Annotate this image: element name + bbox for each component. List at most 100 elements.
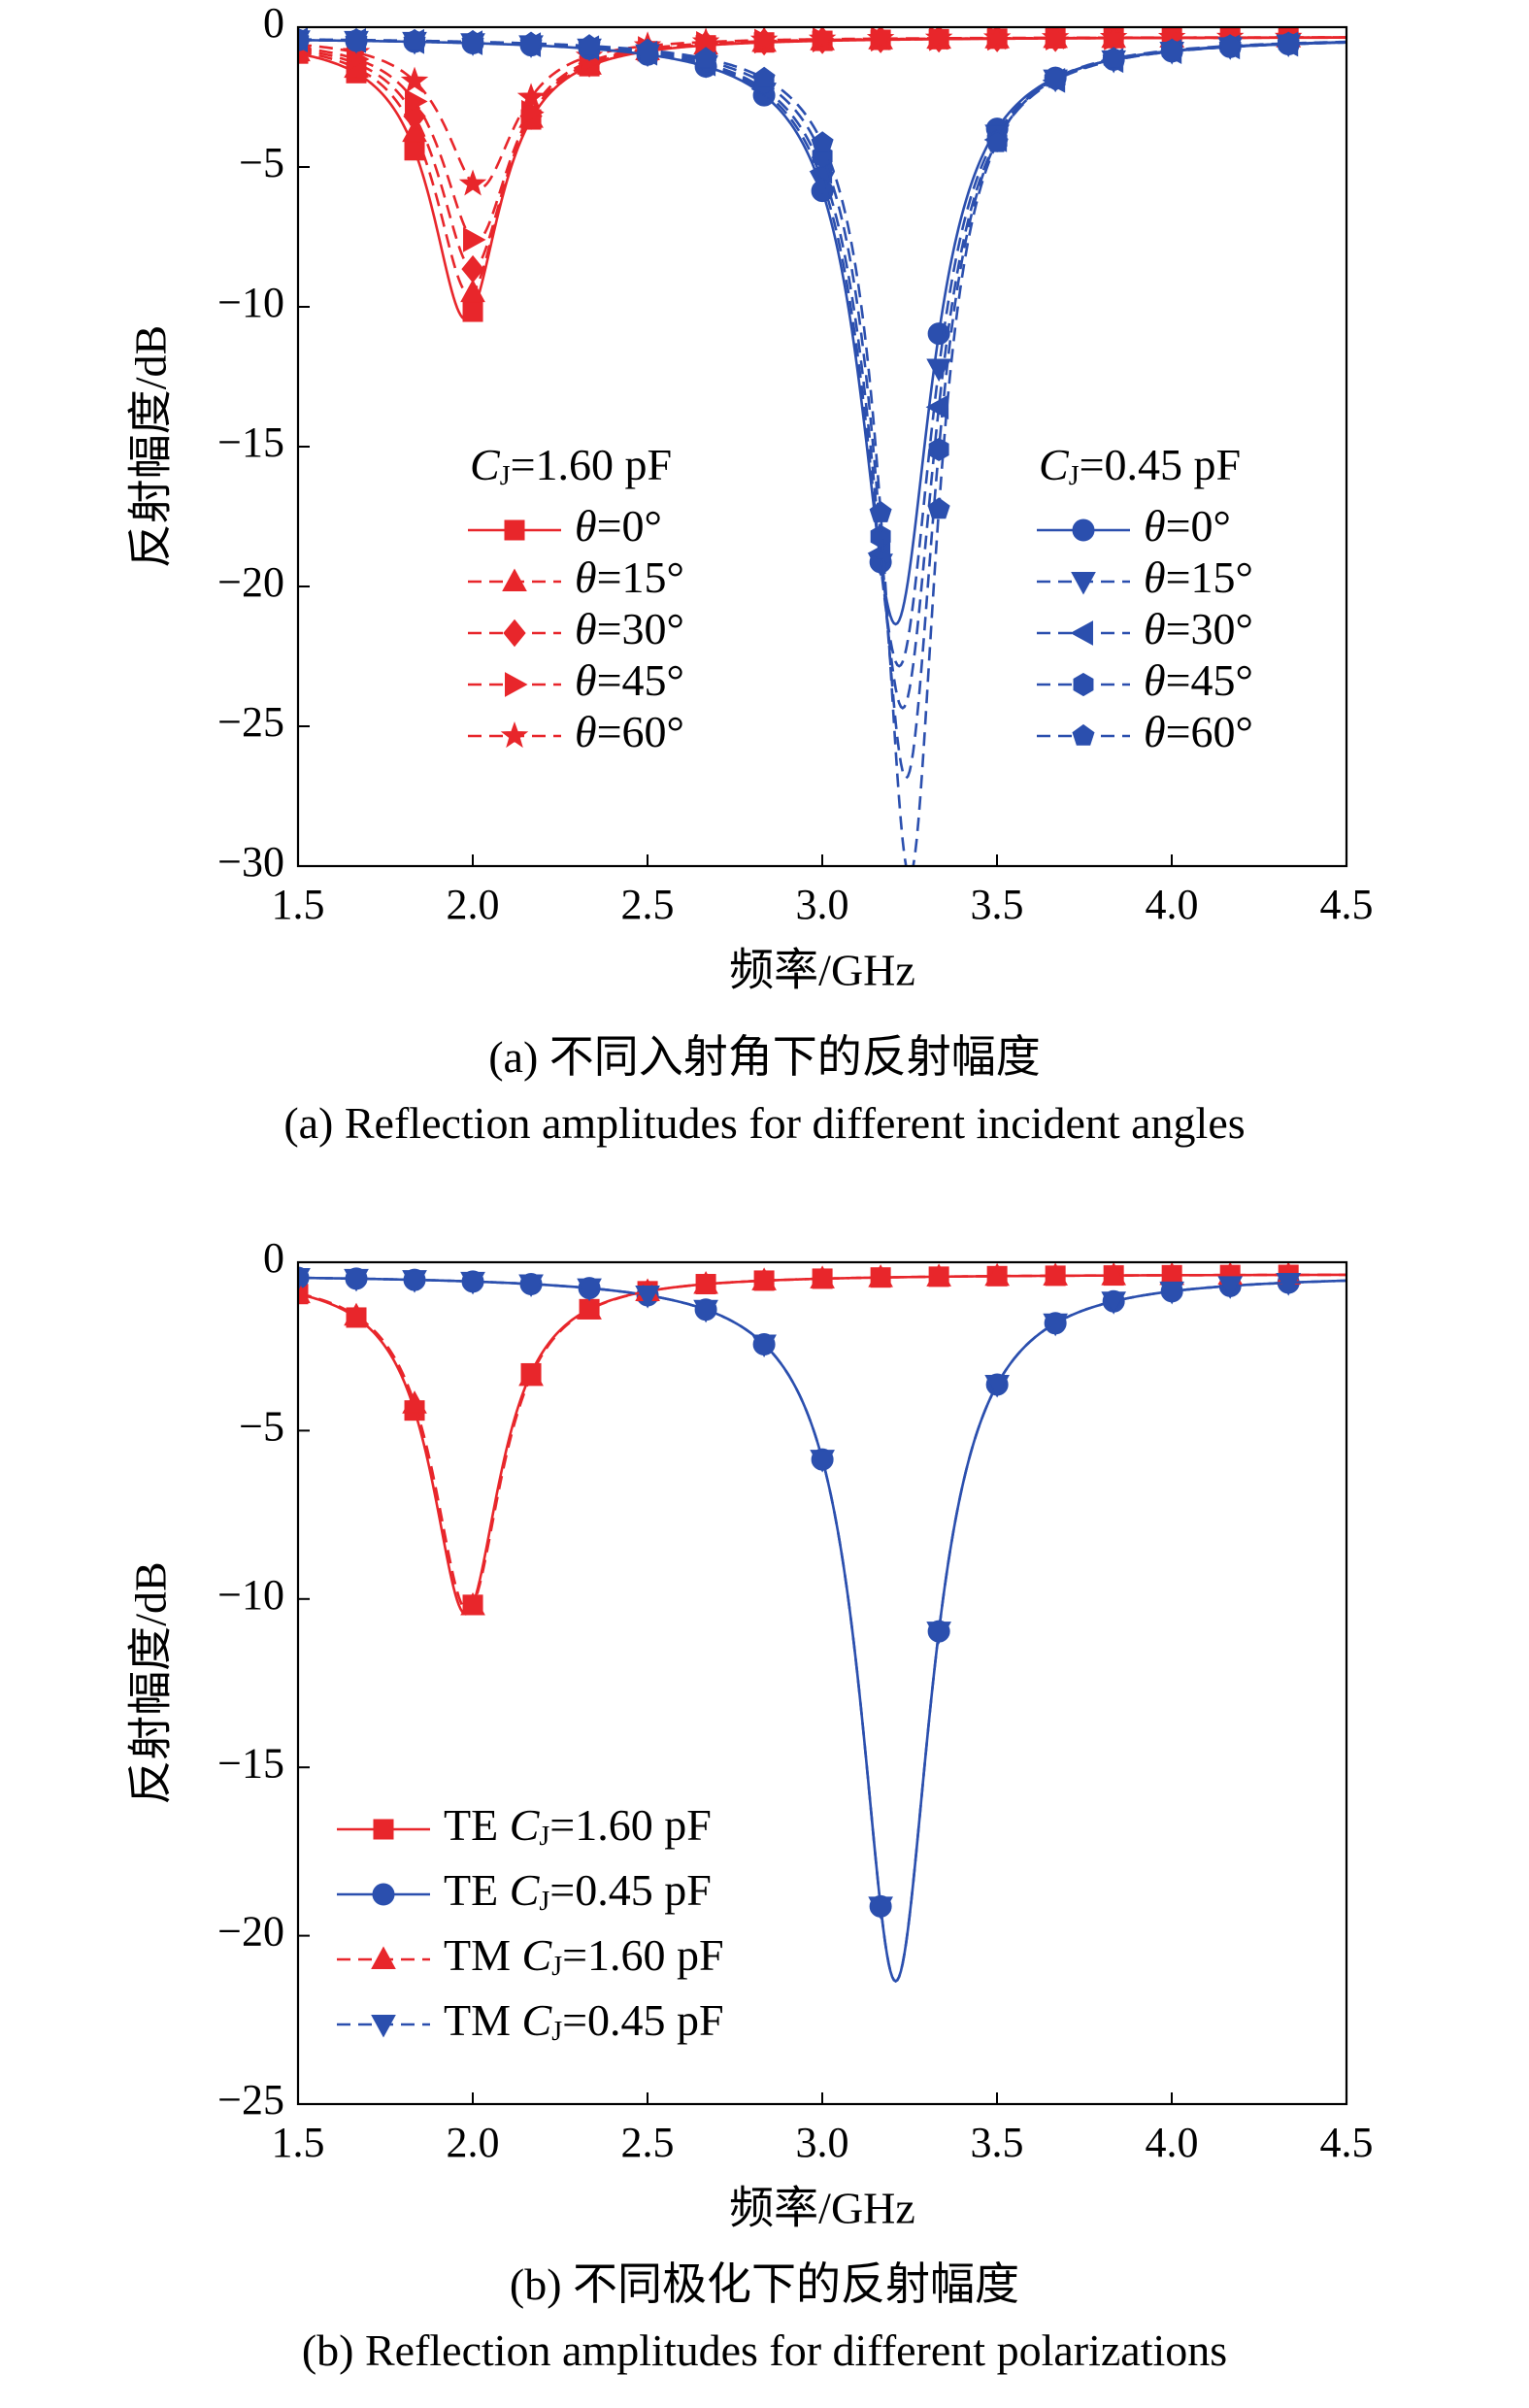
data-point-s9-14 (1102, 47, 1125, 69)
legend-item-9-marker (1072, 723, 1095, 746)
legend-item-2-marker (371, 1946, 396, 1969)
data-point-s2-8 (751, 1267, 777, 1290)
y-tick-label: 0 (263, 0, 284, 47)
y-tick-label: 0 (263, 1234, 284, 1282)
y-tick-label: −20 (217, 1908, 284, 1956)
legend-label-3: TM CJ=0.45 pF (444, 1995, 724, 2048)
legend-label-0: θ=0° (575, 501, 662, 551)
legend-title-0: CJ=1.60 pF (470, 440, 672, 492)
data-point-s9-4 (519, 31, 543, 53)
plot-area (298, 27, 1346, 866)
data-point-s0-3 (462, 301, 483, 322)
data-point-s3-10 (868, 1896, 893, 1920)
data-point-s9-5 (578, 34, 601, 56)
data-point-s3-15 (1159, 1281, 1185, 1305)
data-point-s4-10 (866, 27, 895, 50)
x-tick-label: 4.5 (1320, 881, 1374, 928)
data-point-s3-2 (402, 1270, 427, 1293)
x-tick-label: 1.5 (272, 2119, 325, 2166)
data-point-s3-2 (405, 88, 428, 115)
legend-label-3: θ=45° (575, 655, 684, 705)
x-tick-label: 2.0 (447, 2119, 500, 2166)
data-point-s4-9 (808, 27, 837, 51)
x-tick-label: 1.5 (272, 881, 325, 928)
data-point-s9-7 (694, 47, 717, 69)
data-point-s2-3 (460, 1591, 485, 1616)
data-point-s3-6 (635, 1286, 660, 1309)
data-point-s3-4 (518, 1274, 544, 1297)
legend-item-8-marker (1073, 672, 1094, 697)
data-point-s3-13 (1043, 1313, 1068, 1337)
legend-item-0-marker (504, 519, 525, 541)
data-point-s9-3 (461, 29, 484, 51)
data-point-s2-7 (693, 1271, 718, 1294)
data-point-s3-4 (521, 99, 545, 125)
legend-item-4-marker (500, 721, 529, 749)
caption-b-chinese: (b) 不同极化下的反射幅度 (509, 2259, 1020, 2309)
y-tick-label: −20 (217, 558, 284, 606)
data-point-s3-17 (1276, 1273, 1302, 1296)
caption-a-english: (a) Reflection amplitudes for different … (283, 1098, 1246, 1148)
legend-item-5-marker (1072, 518, 1095, 542)
data-point-s9-12 (985, 130, 1009, 152)
legend-label-0: TE CJ=1.60 pF (444, 1800, 712, 1853)
x-axis-label: 频率/GHz (729, 946, 915, 995)
data-point-s3-0 (298, 1268, 311, 1291)
legend-label-7: θ=30° (1144, 604, 1253, 653)
data-point-s3-3 (463, 227, 486, 252)
data-point-s4-3 (458, 169, 487, 196)
y-axis-label: 反射幅度/dB (126, 1561, 176, 1804)
data-point-s4-11 (924, 27, 953, 50)
legend-item-2-marker (503, 619, 526, 648)
y-tick-label: −10 (217, 279, 284, 326)
data-point-s2-10 (868, 1264, 893, 1288)
chart-panel-b: 1.5 2.0 2.5 3.0 3.5 4.0 4.5 0 −5 −10 −15 −20 −25 频率/G… (126, 1234, 1374, 2232)
data-point-s1-2 (402, 118, 427, 143)
legend-label-2: TM CJ=1.60 pF (444, 1930, 724, 1983)
data-point-s3-11 (926, 1622, 951, 1645)
legend-title-1: CJ=0.45 pF (1039, 440, 1241, 492)
x-tick-label: 2.0 (447, 881, 500, 928)
y-tick-label: −5 (239, 1402, 284, 1450)
legend-item-1-marker (502, 568, 527, 591)
data-point-s9-1 (345, 28, 368, 50)
data-point-s9-10 (869, 500, 892, 522)
series-line-0 (298, 1273, 1346, 1616)
legend-label-2: θ=30° (575, 604, 684, 653)
y-tick-label: −10 (217, 1571, 284, 1619)
x-tick-label: 4.0 (1146, 881, 1199, 928)
data-point-s2-1 (344, 1302, 369, 1326)
data-point-s3-1 (344, 1268, 369, 1292)
data-point-s9-16 (1218, 34, 1242, 56)
data-point-s3-7 (693, 1299, 718, 1323)
y-axis-label: 反射幅度/dB (126, 325, 176, 568)
legend-label-5: θ=0° (1144, 501, 1231, 551)
data-point-s9-15 (1160, 38, 1183, 60)
data-point-s8-10 (870, 524, 891, 549)
data-point-s5-11 (927, 322, 950, 346)
y-tick-label: −5 (239, 139, 284, 186)
data-point-s2-0 (298, 1280, 311, 1304)
data-point-s1-3 (460, 279, 485, 303)
data-point-s2-2 (402, 1390, 427, 1414)
data-point-s4-13 (1041, 27, 1070, 50)
legend-item-0-marker (373, 1819, 394, 1840)
data-point-s9-6 (636, 38, 659, 60)
legend-item-3-marker (505, 672, 528, 697)
series-line-2 (298, 1273, 1346, 1613)
data-point-s3-3 (460, 1271, 485, 1295)
data-point-s2-9 (810, 1265, 835, 1288)
data-point-s2-13 (1043, 1262, 1068, 1286)
caption-a-chinese: (a) 不同入射角下的反射幅度 (488, 1032, 1041, 1082)
y-tick-label: −30 (217, 838, 284, 886)
data-point-s8-11 (928, 437, 949, 462)
chart-panel-a: 1.5 2.0 2.5 3.0 3.5 4.0 4.5 0 −5 −10 −15 −20 −25 −30 频… (126, 0, 1374, 995)
x-tick-label: 4.5 (1320, 2119, 1374, 2166)
x-tick-label: 3.0 (796, 881, 849, 928)
data-point-s9-9 (811, 131, 834, 153)
legend-item-1-marker (372, 1883, 395, 1906)
x-tick-label: 3.5 (971, 881, 1024, 928)
x-tick-label: 3.5 (971, 2119, 1024, 2166)
data-point-s0-2 (404, 140, 425, 161)
data-point-s9-17 (1277, 31, 1300, 53)
